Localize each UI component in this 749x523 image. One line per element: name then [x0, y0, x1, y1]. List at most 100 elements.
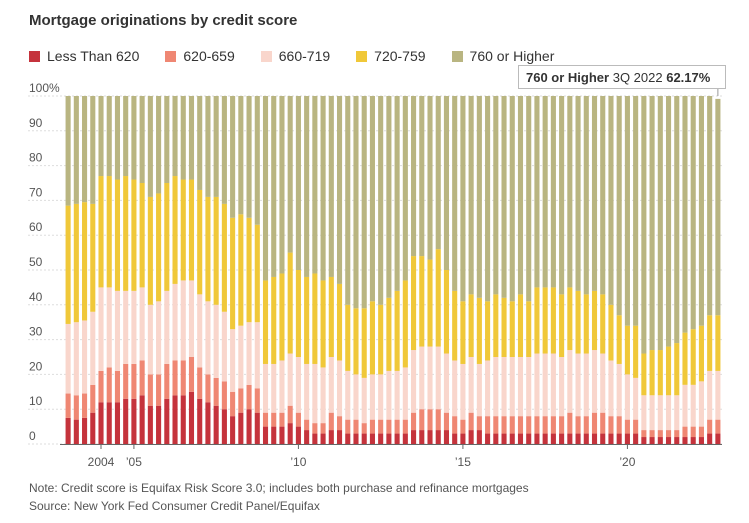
- bar-segment: [517, 433, 524, 444]
- bar-segment: [608, 96, 614, 305]
- bar-segment: [542, 433, 548, 444]
- bar-segment: [114, 402, 121, 444]
- bar-segment: [509, 96, 515, 302]
- bar-segment: [690, 96, 696, 330]
- bar-segment: [271, 276, 277, 364]
- bar-segment: [304, 276, 310, 364]
- bar-segment: [501, 297, 507, 357]
- bar-segment: [328, 357, 334, 413]
- bar-segment: [131, 96, 137, 180]
- bar-segment: [98, 370, 104, 403]
- bar-segment: [312, 273, 318, 364]
- legend-swatch: [451, 50, 463, 62]
- bar-segment: [542, 416, 548, 434]
- bar-segment: [501, 433, 507, 444]
- bar-segment: [550, 353, 556, 417]
- bar-segment: [295, 357, 301, 413]
- bar-segment: [657, 437, 663, 444]
- bar-segment: [452, 360, 458, 417]
- bar-segment: [287, 423, 293, 444]
- y-tick-label: 100%: [29, 81, 60, 95]
- bar-segment: [682, 384, 688, 427]
- bar-segment: [452, 433, 458, 444]
- bar-segment: [188, 357, 195, 392]
- bar-segment: [378, 374, 384, 420]
- bar-segment: [542, 96, 548, 288]
- bar-segment: [575, 96, 581, 291]
- bar-segment: [230, 391, 236, 417]
- legend-item-660-719[interactable]: 660-719: [260, 48, 330, 64]
- bar-segment: [624, 96, 630, 326]
- bar-segment: [361, 433, 367, 444]
- bar-segment: [460, 96, 466, 302]
- bar-segment: [188, 96, 195, 180]
- bar-segment: [82, 96, 88, 203]
- bar-segment: [641, 395, 647, 431]
- bar-segment: [583, 416, 589, 434]
- x-tick-label: ’05: [126, 455, 142, 469]
- bar-segment: [657, 395, 663, 431]
- bar-segment: [419, 96, 425, 257]
- bar-segment: [633, 419, 639, 434]
- legend-item-760-or-higher[interactable]: 760 or Higher: [451, 48, 554, 64]
- bar-segment: [435, 346, 441, 410]
- bar-segment: [583, 96, 589, 295]
- bar-segment: [369, 419, 375, 434]
- bar-segment: [485, 301, 491, 361]
- y-tick-label: 0: [29, 429, 36, 443]
- bar-segment: [600, 412, 606, 434]
- bar-segment: [180, 395, 186, 444]
- bar-segment: [238, 325, 244, 389]
- bar-segment: [485, 416, 491, 434]
- bar-segment: [230, 416, 236, 444]
- bar-segment: [304, 419, 310, 431]
- bar-segment: [707, 96, 713, 316]
- bar-segment: [320, 96, 326, 281]
- bar-segment: [98, 176, 104, 288]
- bar-segment: [353, 433, 359, 444]
- bar-segment: [312, 423, 318, 434]
- bar-segment: [690, 426, 696, 438]
- bar-segment: [336, 96, 343, 284]
- bar-segment: [262, 96, 269, 281]
- bar-segment: [386, 370, 392, 420]
- legend-item-720-759[interactable]: 720-759: [356, 48, 426, 64]
- bar-segment: [328, 430, 334, 444]
- bar-segment: [550, 433, 556, 444]
- bar-segment: [230, 217, 236, 330]
- bar-segment: [657, 96, 663, 351]
- bar-segment: [213, 405, 219, 444]
- bar-segment: [369, 301, 375, 375]
- bar-segment: [147, 374, 153, 406]
- legend-item-620-659[interactable]: 620-659: [165, 48, 235, 64]
- legend-item-less-than-620[interactable]: Less Than 620: [29, 48, 139, 64]
- bar-segment: [114, 179, 121, 291]
- bar-segment: [271, 412, 277, 427]
- bar-segment: [419, 346, 425, 410]
- bar-segment: [633, 433, 639, 444]
- bar-segment: [616, 416, 622, 434]
- bar-segment: [402, 367, 408, 420]
- bar-segment: [517, 416, 524, 434]
- bar-segment: [254, 388, 260, 413]
- bar-segment: [295, 270, 301, 357]
- bar-segment: [583, 294, 589, 354]
- bar-segment: [213, 304, 219, 378]
- bar-segment: [411, 256, 417, 351]
- bar-segment: [435, 409, 441, 431]
- bar-segment: [147, 196, 153, 305]
- bar-segment: [205, 196, 211, 302]
- bar-segment: [114, 290, 121, 371]
- bar-segment: [188, 280, 195, 357]
- bar-segment: [73, 203, 79, 323]
- bar-segment: [139, 183, 145, 288]
- bar-segment: [221, 96, 227, 204]
- bar-segment: [98, 287, 104, 371]
- bar-segment: [633, 325, 639, 378]
- bar-segment: [123, 176, 129, 291]
- bar-segment: [82, 393, 88, 418]
- bar-segment: [197, 189, 203, 295]
- bar-segment: [106, 367, 112, 403]
- bar-segment: [246, 96, 252, 218]
